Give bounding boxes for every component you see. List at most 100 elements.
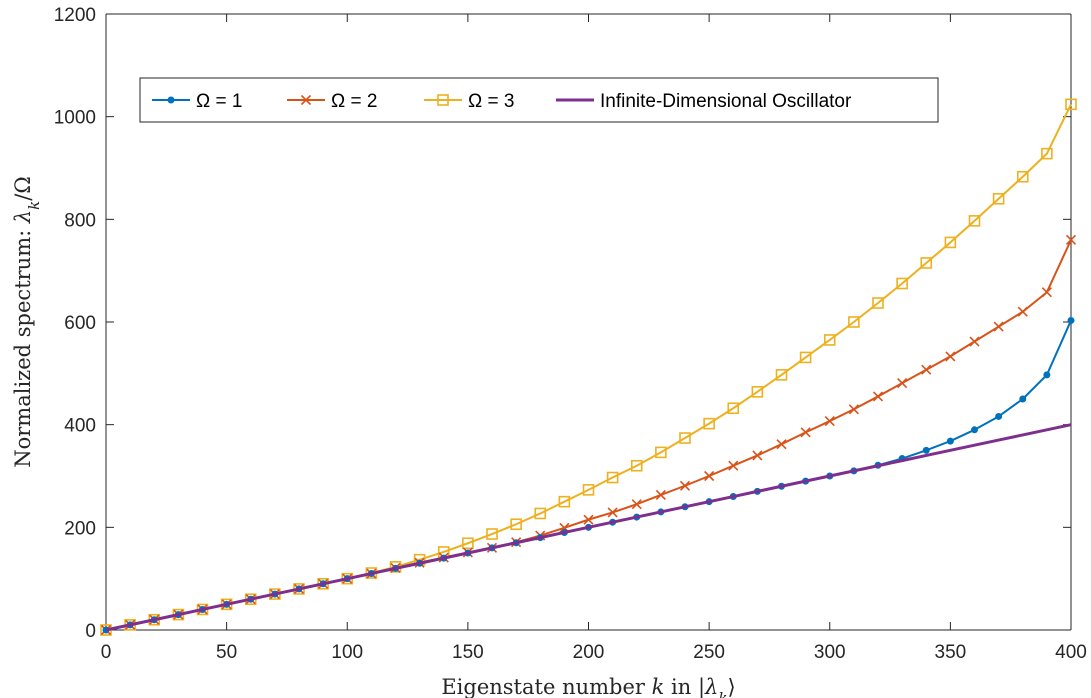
data-point [971, 426, 978, 434]
y-axis-title: Normalized spectrum: λk/Ω [11, 176, 43, 468]
data-point [969, 336, 980, 347]
legend-item: Ω = 3 [424, 91, 514, 112]
data-point [1019, 395, 1027, 403]
y-tick-label: 800 [64, 210, 96, 231]
data-point [872, 297, 884, 309]
data-point [534, 507, 547, 520]
data-point [606, 471, 619, 484]
data-point [824, 416, 835, 427]
data-point [848, 404, 859, 415]
series-line [105, 423, 1072, 632]
data-point [823, 334, 836, 346]
data-point [776, 439, 787, 450]
marker-stroke [945, 351, 956, 362]
axis-title-part: k [718, 689, 727, 698]
y-tick-label: 1000 [54, 108, 96, 129]
marker-stroke [704, 470, 715, 482]
axis-title-part: in | [664, 675, 705, 698]
data-point [946, 437, 954, 445]
legend-marker [167, 96, 175, 104]
data-point [968, 215, 981, 227]
data-point [799, 351, 812, 364]
data-point [872, 391, 884, 402]
data-point [752, 450, 763, 461]
data-point [630, 459, 643, 472]
data-point [607, 507, 618, 518]
x-tick-label: 350 [935, 642, 967, 663]
marker-stroke [300, 94, 312, 106]
data-point [1065, 98, 1077, 111]
data-point [1017, 306, 1028, 317]
axis-title-part: k [25, 201, 43, 210]
data-point [1016, 170, 1029, 183]
data-point [896, 277, 908, 290]
data-point [704, 470, 715, 482]
data-point [775, 369, 788, 381]
marker-stroke [993, 321, 1004, 332]
data-point [655, 446, 667, 459]
legend-label: Infinite-Dimensional Oscillator [600, 91, 852, 112]
axis-title-part: λ [11, 210, 35, 224]
legend: Ω = 1 Ω = 2 Ω = 3 Infinite-Dimensional Osci… [139, 77, 939, 123]
x-tick-label: 50 [216, 642, 237, 663]
marker-stroke [848, 404, 859, 415]
marker-stroke [800, 427, 811, 438]
marker-stroke [776, 439, 787, 450]
data-point [920, 257, 933, 269]
data-point [751, 386, 764, 398]
data-point [992, 193, 1005, 205]
data-point [486, 528, 498, 540]
axis-title-part: λ [704, 675, 718, 698]
marker-stroke [897, 378, 908, 389]
data-point [921, 364, 932, 375]
marker-stroke [1041, 287, 1052, 298]
data-point [1065, 234, 1077, 245]
marker-stroke [969, 336, 980, 347]
data-point [679, 480, 691, 491]
marker-stroke [728, 460, 739, 471]
x-tick-label: 150 [452, 642, 484, 663]
data-point [848, 316, 860, 328]
legend-marker [437, 94, 449, 106]
data-point [631, 499, 642, 510]
x-tick-label: 200 [573, 642, 605, 663]
marker-stroke [655, 489, 666, 501]
marker-stroke [824, 416, 835, 427]
data-point [922, 446, 930, 454]
marker-stroke [631, 499, 642, 510]
legend-marker [300, 94, 312, 106]
data-point [1041, 287, 1052, 298]
y-tick-label: 600 [64, 313, 96, 334]
legend-item: Infinite-Dimensional Oscillator [556, 91, 852, 112]
legend-label: Ω = 3 [468, 91, 514, 112]
marker-stroke [1017, 306, 1028, 317]
x-tick-label: 400 [1055, 642, 1087, 663]
data-point [995, 412, 1003, 420]
marker-stroke [583, 514, 594, 525]
axis-title-part: Normalized spectrum: [11, 223, 35, 468]
marker-stroke [607, 507, 618, 518]
data-point [1067, 316, 1075, 324]
y-tick-label: 400 [64, 416, 96, 437]
data-point [727, 402, 740, 415]
data-point [510, 518, 522, 531]
data-point [897, 378, 908, 389]
data-point [1043, 371, 1051, 379]
data-point [945, 351, 956, 362]
marker-stroke [872, 391, 884, 402]
axis-title-part: /Ω [11, 176, 35, 201]
x-tick-label: 100 [331, 642, 363, 663]
marker-stroke [679, 480, 691, 491]
data-point [944, 236, 957, 249]
data-point [558, 495, 571, 508]
data-point [800, 427, 811, 438]
x-tick-label: 300 [814, 642, 846, 663]
y-tick-label: 0 [85, 621, 96, 642]
x-tick-label: 0 [101, 642, 112, 663]
data-point [582, 484, 595, 496]
x-tick-label: 250 [693, 642, 725, 663]
data-point [583, 514, 594, 525]
data-point [728, 460, 739, 471]
data-point [1041, 147, 1053, 160]
